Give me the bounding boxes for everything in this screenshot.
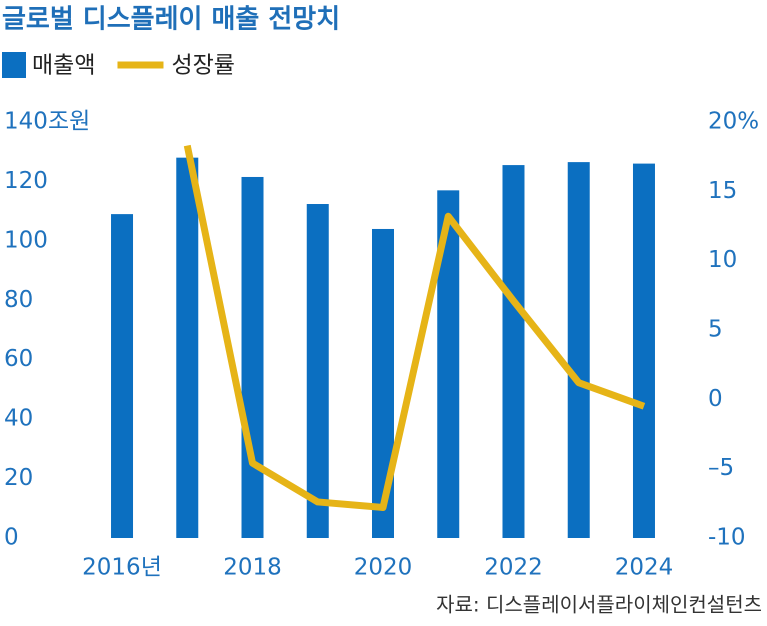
y2-tick-label: -10: [708, 525, 746, 551]
y-tick-label: 40: [4, 406, 33, 432]
bar: [437, 190, 460, 539]
y-tick-label: 20: [4, 465, 33, 491]
y2-tick-label: 10: [708, 247, 737, 273]
bar: [111, 214, 134, 538]
bar: [502, 165, 525, 539]
y-axis-label: 조원: [48, 109, 90, 135]
y-tick-label: 0: [4, 525, 19, 551]
y2-tick-label: 5: [708, 317, 723, 343]
y-tick-label: 140: [4, 109, 48, 135]
legend-swatch: [2, 52, 26, 78]
y2-tick-label: 20%: [708, 109, 759, 135]
y-tick-label: 100: [4, 227, 48, 253]
y2-tick-label: 0: [708, 386, 723, 412]
bar: [632, 163, 655, 538]
x-tick-label: 2018: [223, 555, 282, 581]
x-tick-label: 2024: [615, 555, 674, 581]
line: [183, 144, 646, 511]
x-tick-label: 2020: [354, 555, 413, 581]
y-tick-label: 60: [4, 346, 33, 372]
y-tick-label: 80: [4, 287, 33, 313]
y-tick-label: 120: [4, 168, 48, 194]
bar: [567, 162, 590, 538]
x-tick-label: 2016년: [82, 555, 162, 581]
y2-tick-label: –5: [708, 455, 734, 481]
legend-label: 매출액: [32, 53, 95, 79]
bar: [372, 228, 394, 538]
chart-title: 글로벌 디스플레이 매출 전망치: [2, 5, 340, 35]
x-tick-label: 2022: [484, 555, 543, 581]
bar: [241, 176, 264, 538]
bar: [176, 157, 199, 538]
bar: [306, 204, 329, 539]
legend-label: 성장률: [171, 53, 234, 79]
y2-tick-label: 15: [708, 178, 737, 204]
source: 자료: 디스플레이서플라이체인컨설턴츠: [436, 593, 762, 617]
